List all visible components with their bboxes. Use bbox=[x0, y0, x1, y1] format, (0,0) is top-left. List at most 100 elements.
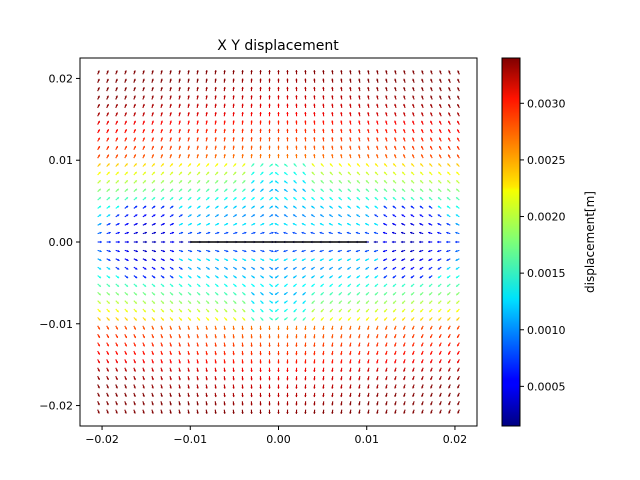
quiver-arrow bbox=[304, 401, 307, 406]
quiver-arrow bbox=[196, 179, 201, 184]
quiver-arrow bbox=[241, 70, 244, 75]
quiver-arrow bbox=[277, 95, 280, 100]
y-tick-label: −0.02 bbox=[39, 400, 73, 413]
quiver-arrow bbox=[115, 401, 118, 406]
quiver-arrow bbox=[224, 249, 229, 253]
quiver-arrow bbox=[133, 283, 138, 288]
quiver-arrow bbox=[160, 188, 165, 193]
quiver-arrow bbox=[106, 163, 110, 167]
quiver-arrow bbox=[439, 70, 442, 75]
quiver-arrow bbox=[286, 145, 289, 150]
quiver-arrow bbox=[187, 214, 192, 218]
quiver-arrow bbox=[106, 375, 109, 381]
quiver-arrow bbox=[338, 300, 343, 305]
quiver-arrow bbox=[259, 409, 262, 414]
quiver-arrow bbox=[365, 266, 370, 270]
quiver-arrow bbox=[447, 308, 451, 313]
quiver-arrow bbox=[232, 78, 235, 83]
quiver-arrow bbox=[304, 392, 307, 398]
quiver-arrow bbox=[338, 205, 343, 209]
quiver-arrow bbox=[373, 231, 379, 235]
quiver-arrow bbox=[250, 291, 255, 296]
quiver-arrow bbox=[160, 275, 165, 279]
quiver-arrow bbox=[133, 179, 138, 184]
quiver-arrow bbox=[160, 334, 163, 339]
quiver-arrow bbox=[400, 249, 406, 253]
quiver-arrow bbox=[160, 214, 165, 218]
quiver-arrow bbox=[124, 291, 129, 296]
quiver-arrow bbox=[394, 95, 397, 100]
quiver-arrow bbox=[322, 384, 325, 389]
quiver-arrow bbox=[232, 205, 237, 209]
quiver-arrow bbox=[133, 163, 138, 167]
quiver-arrow bbox=[392, 188, 397, 193]
quiver-arrow bbox=[439, 103, 442, 109]
quiver-arrow bbox=[214, 171, 219, 176]
quiver-arrow bbox=[365, 291, 370, 296]
quiver-arrow bbox=[241, 291, 246, 296]
quiver-arrow bbox=[274, 222, 279, 226]
quiver-arrow bbox=[322, 367, 325, 372]
quiver-arrow bbox=[356, 275, 361, 279]
quiver-arrow bbox=[347, 291, 352, 296]
quiver-arrow bbox=[331, 95, 334, 100]
quiver-arrow bbox=[437, 300, 442, 305]
quiver-arrow bbox=[259, 145, 262, 150]
quiver-arrow bbox=[151, 392, 154, 398]
quiver-arrow bbox=[456, 317, 460, 321]
quiver-arrow bbox=[133, 392, 136, 398]
quiver-arrow bbox=[196, 214, 201, 218]
quiver-arrow bbox=[367, 392, 370, 398]
quiver-arrow bbox=[106, 154, 110, 159]
quiver-arrow bbox=[401, 258, 406, 262]
quiver-arrow bbox=[313, 342, 316, 347]
quiver-arrow bbox=[295, 137, 298, 142]
quiver-arrow bbox=[338, 188, 343, 193]
quiver-arrow bbox=[160, 120, 163, 125]
quiver-arrow bbox=[214, 163, 219, 167]
quiver-arrow bbox=[331, 392, 334, 398]
quiver-arrow bbox=[374, 317, 379, 321]
quiver-arrow bbox=[383, 171, 388, 176]
quiver-arrow bbox=[169, 266, 174, 270]
quiver-arrow bbox=[311, 171, 316, 176]
quiver-arrow bbox=[178, 163, 183, 167]
quiver-arrow bbox=[338, 275, 343, 279]
quiver-arrow bbox=[232, 367, 235, 372]
quiver-arrow bbox=[447, 359, 451, 364]
quiver-arrow bbox=[322, 325, 325, 331]
quiver-arrow bbox=[419, 275, 424, 279]
quiver-arrow bbox=[115, 163, 119, 167]
quiver-arrow bbox=[419, 205, 424, 209]
quiver-arrow bbox=[347, 205, 352, 209]
quiver-arrow bbox=[295, 70, 298, 75]
quiver-arrow bbox=[455, 266, 460, 270]
quiver-arrow bbox=[124, 128, 128, 134]
quiver-arrow bbox=[106, 275, 111, 279]
quiver-arrow bbox=[133, 275, 138, 279]
quiver-arrow bbox=[412, 409, 415, 414]
quiver-arrow bbox=[259, 384, 262, 389]
quiver-arrow bbox=[106, 333, 110, 339]
quiver-arrow bbox=[97, 171, 101, 176]
quiver-arrow bbox=[106, 367, 110, 372]
quiver-arrow bbox=[196, 196, 201, 201]
quiver-arrow bbox=[187, 128, 190, 134]
quiver-arrow bbox=[260, 275, 265, 279]
quiver-arrow bbox=[97, 188, 102, 193]
quiver-arrow bbox=[349, 409, 352, 414]
quiver-arrow bbox=[304, 137, 307, 142]
quiver-arrow bbox=[401, 163, 406, 167]
quiver-arrow bbox=[115, 308, 120, 313]
quiver-arrow bbox=[232, 283, 237, 288]
quiver-arrow bbox=[205, 214, 210, 218]
quiver-arrow bbox=[331, 384, 334, 389]
quiver-arrow bbox=[447, 163, 451, 167]
quiver-arrow bbox=[403, 70, 406, 75]
quiver-arrow bbox=[337, 222, 343, 226]
quiver-arrow bbox=[331, 409, 334, 414]
quiver-arrow bbox=[286, 359, 289, 364]
quiver-arrow bbox=[331, 359, 334, 364]
quiver-arrow bbox=[178, 401, 181, 406]
